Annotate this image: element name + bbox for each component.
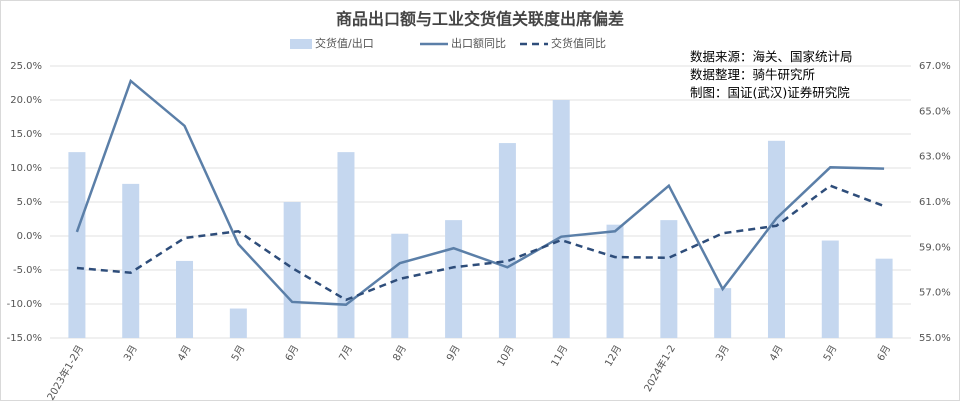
bar [122, 183, 140, 338]
y2-tick-label: 59.0% [919, 242, 951, 253]
y-tick-label: 5.0% [17, 197, 42, 208]
bar [767, 140, 785, 338]
bar [337, 152, 355, 338]
y-tick-label: -5.0% [13, 265, 42, 276]
y-tick-label: 10.0% [10, 163, 42, 174]
y-tick-label: 0.0% [17, 231, 42, 242]
bar [498, 143, 516, 338]
y2-tick-label: 57.0% [919, 288, 951, 299]
y-tick-label: 20.0% [10, 95, 42, 106]
legend-swatch [290, 39, 312, 49]
annotation: 数据整理：骑牛研究所 [690, 67, 815, 82]
bar [391, 233, 409, 338]
bar [176, 260, 194, 338]
annotation: 制图：国证(武汉)证券研究院 [690, 85, 850, 100]
bar [229, 308, 247, 338]
legend-label: 交货值同比 [551, 36, 606, 50]
y2-tick-label: 63.0% [919, 152, 951, 163]
y2-tick-label: 67.0% [919, 61, 951, 72]
bar [875, 258, 893, 338]
bar [660, 220, 678, 338]
bar [606, 224, 624, 338]
line [75, 78, 885, 306]
bar [714, 288, 732, 338]
bar [68, 152, 86, 338]
bar [283, 202, 301, 338]
legend-label: 出口额同比 [451, 36, 506, 50]
y-tick-label: -15.0% [7, 333, 42, 344]
line [76, 184, 885, 302]
y-tick-label: 15.0% [10, 129, 42, 140]
legend-label: 交货值/出口 [315, 36, 374, 50]
chart-title: 商品出口额与工业交货值关联度出席偏差 [336, 10, 624, 29]
y-tick-label: -10.0% [7, 299, 42, 310]
y2-tick-label: 55.0% [919, 333, 951, 344]
bar [552, 100, 570, 338]
y2-tick-label: 65.0% [919, 106, 951, 117]
bar [821, 240, 839, 338]
annotation: 数据来源：海关、国家统计局 [690, 49, 853, 64]
bar [445, 220, 463, 338]
y-tick-label: 25.0% [10, 61, 42, 72]
y2-tick-label: 61.0% [919, 197, 951, 208]
